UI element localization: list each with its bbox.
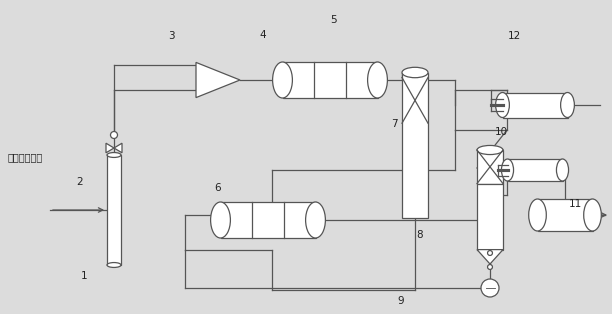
Text: 12: 12 — [507, 31, 521, 41]
Ellipse shape — [529, 199, 547, 231]
Text: 8: 8 — [416, 230, 422, 241]
Bar — [283, 62, 378, 98]
Text: 来自还原单元: 来自还原单元 — [7, 152, 43, 162]
Ellipse shape — [368, 62, 387, 98]
Text: 7: 7 — [392, 119, 398, 129]
Bar — [507, 159, 562, 181]
Ellipse shape — [501, 159, 513, 181]
Text: 4: 4 — [260, 30, 266, 40]
Polygon shape — [106, 143, 114, 153]
Text: 3: 3 — [168, 31, 174, 41]
Bar — [537, 199, 592, 231]
Polygon shape — [114, 143, 122, 153]
Text: 9: 9 — [398, 296, 404, 306]
Text: 1: 1 — [81, 271, 88, 281]
Ellipse shape — [561, 93, 575, 117]
Ellipse shape — [556, 159, 569, 181]
Bar — [107, 155, 121, 265]
Bar — [502, 93, 567, 117]
Text: 10: 10 — [495, 127, 509, 137]
Ellipse shape — [305, 202, 326, 238]
Bar — [220, 202, 316, 238]
Ellipse shape — [584, 199, 602, 231]
Ellipse shape — [496, 93, 509, 117]
Ellipse shape — [272, 62, 293, 98]
Ellipse shape — [111, 132, 118, 138]
Ellipse shape — [477, 145, 503, 154]
Bar — [402, 73, 428, 218]
Ellipse shape — [488, 265, 493, 269]
Ellipse shape — [488, 251, 493, 256]
Ellipse shape — [481, 279, 499, 297]
Ellipse shape — [107, 263, 121, 268]
Polygon shape — [196, 62, 240, 98]
Text: 6: 6 — [214, 183, 220, 193]
Ellipse shape — [211, 202, 230, 238]
Text: 2: 2 — [76, 177, 83, 187]
Ellipse shape — [402, 67, 428, 78]
Ellipse shape — [107, 153, 121, 157]
Text: 5: 5 — [330, 15, 337, 25]
Text: 11: 11 — [569, 199, 582, 209]
Bar — [477, 150, 503, 184]
Bar — [477, 184, 503, 250]
Polygon shape — [477, 250, 503, 264]
